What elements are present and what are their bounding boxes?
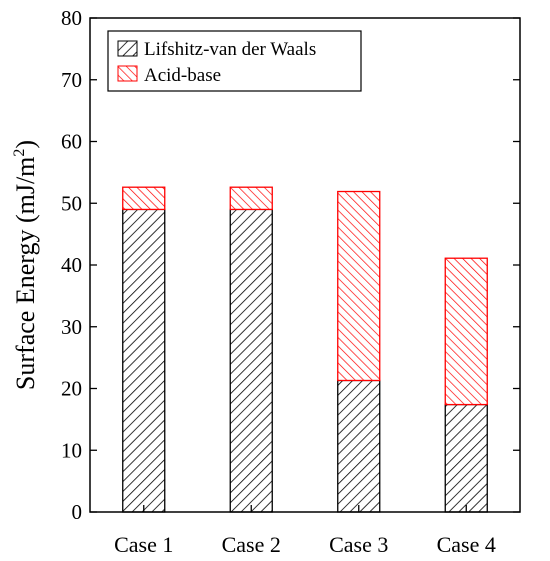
y-axis-title: Surface Energy (mJ/m2) <box>11 140 40 390</box>
legend-label-acid-base: Acid-base <box>144 65 221 86</box>
y-axis-title-sup: 2 <box>11 149 28 157</box>
x-tick-label: Case 3 <box>329 532 388 557</box>
y-axis-title-main: Surface Energy (mJ/m <box>11 157 40 390</box>
legend: Lifshitz-van der Waals Acid-base <box>107 30 362 92</box>
y-tick-label: 20 <box>61 377 82 401</box>
bar-acid-base-2 <box>229 186 273 211</box>
bar-acid-base-4 <box>444 257 488 406</box>
x-axis-ticks: Case 1 Case 2 Case 3 Case 4 <box>114 505 496 557</box>
y-tick-label: 40 <box>61 253 82 277</box>
bar-lifshitz-2 <box>229 208 273 513</box>
legend-swatch-lifshitz <box>117 40 138 57</box>
legend-box <box>107 30 362 92</box>
y-tick-label: 70 <box>61 68 82 92</box>
y-tick-label: 0 <box>72 500 83 524</box>
x-tick-label: Case 2 <box>222 532 281 557</box>
y-tick-label: 30 <box>61 315 82 339</box>
x-tick-label: Case 1 <box>114 532 173 557</box>
bar-lifshitz-1 <box>122 208 166 513</box>
x-tick-label: Case 4 <box>437 532 496 557</box>
y-tick-label: 50 <box>61 191 82 215</box>
bar-lifshitz-3 <box>337 379 381 513</box>
bar-acid-base-3 <box>337 190 381 382</box>
bars-group <box>122 186 488 513</box>
plot-frame <box>89 17 521 513</box>
y-tick-label: 10 <box>61 438 82 462</box>
legend-swatch-acid-base <box>117 65 138 82</box>
bar-acid-base-1 <box>122 186 166 211</box>
y-axis-title-end: ) <box>11 140 40 149</box>
legend-label-lifshitz: Lifshitz-van der Waals <box>144 39 316 60</box>
y-tick-label: 60 <box>61 130 82 154</box>
bar-lifshitz-4 <box>444 403 488 513</box>
y-axis-ticks: 0 10 20 30 40 50 60 70 80 <box>61 6 520 524</box>
y-tick-label: 80 <box>61 6 82 30</box>
